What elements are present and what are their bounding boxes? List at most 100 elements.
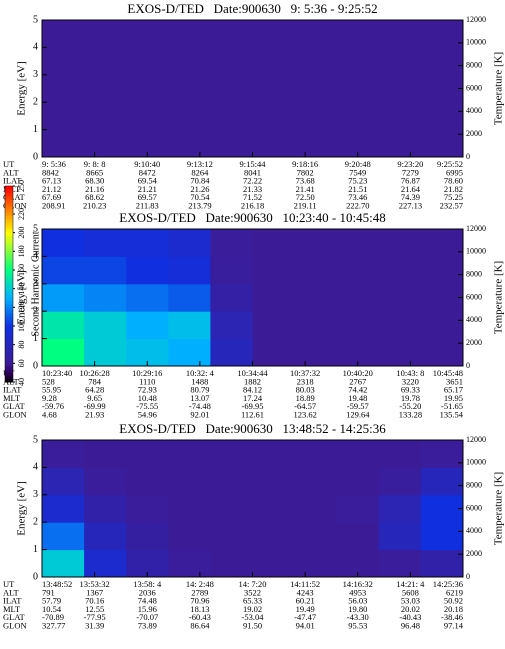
table-cell: 10:34:44 [237, 368, 268, 378]
table-cell: 3220 [402, 376, 419, 386]
colorbar-swatch [5, 248, 13, 252]
heat-cell [378, 494, 422, 523]
table-cell: -59.76 [42, 401, 64, 411]
heat-cell [336, 283, 380, 312]
table-cell: 14:16:32 [343, 579, 373, 589]
table-cell: 12.55 [85, 604, 104, 614]
table-cell: 2767 [349, 376, 366, 386]
colorbar-swatch [5, 274, 13, 278]
table-cell: -69.99 [84, 401, 106, 411]
table-cell: 69.54 [138, 176, 158, 186]
table-cell: 211.83 [136, 200, 159, 210]
heat-cell [84, 256, 127, 285]
table-cell: 75.23 [348, 176, 367, 186]
heat-cell [420, 440, 464, 468]
table-cell: 5608 [402, 587, 419, 597]
colorbar-swatch [5, 277, 13, 282]
colorbar-swatch [5, 326, 13, 331]
table-cell: -43.30 [347, 612, 369, 622]
heat-cell [336, 494, 380, 523]
heat-cell [210, 311, 253, 340]
table-cell: 57.79 [42, 596, 61, 606]
heat-cell [378, 440, 422, 468]
y-tick-label: 5 [33, 223, 38, 234]
colorbar-swatch [5, 208, 13, 213]
table-cell: 67.13 [42, 176, 61, 186]
colorbar-swatch [5, 244, 13, 249]
table-cell: 7549 [349, 167, 366, 177]
table-cell: 68.30 [85, 176, 104, 186]
table-cell: 1110 [139, 376, 155, 386]
table-cell: 74.42 [348, 385, 367, 395]
table-cell: 92.01 [190, 409, 209, 419]
colorbar-swatch [5, 359, 13, 363]
table-cell: 8842 [42, 167, 59, 177]
table-cell: 123.62 [293, 409, 316, 419]
heat-cell [168, 549, 211, 578]
heat-cell [126, 256, 169, 285]
y2-tick-label: 10000 [466, 247, 486, 256]
y2-tick-label: 10000 [466, 38, 486, 47]
table-cell: 6995 [446, 167, 463, 177]
y2-tick-label: 0 [466, 361, 470, 370]
colorbar-swatch [5, 199, 13, 203]
colorbar-tick-label: 180 [17, 245, 26, 257]
table-cell: 72.50 [296, 192, 315, 202]
table-cell: 18.13 [190, 604, 209, 614]
colorbar-swatch [5, 195, 13, 200]
colorbar-tick-label: 80 [17, 341, 26, 349]
heat-cell [420, 522, 464, 551]
heat-cell [42, 20, 464, 158]
y2-tick-label: 0 [466, 152, 470, 161]
table-cell: 94.01 [296, 620, 315, 630]
table-cell: 8041 [244, 167, 261, 177]
row-label: GLON [3, 409, 27, 419]
heat-cell [252, 338, 296, 367]
colorbar-swatch [5, 228, 13, 233]
colorbar-swatch [5, 346, 13, 350]
y2-tick-label: 6000 [466, 503, 482, 512]
y2-tick-label: 12000 [466, 224, 486, 233]
colorbar-swatch [5, 280, 13, 285]
y-tick-label: 4 [33, 251, 38, 262]
y2-axis-label: Temperature [K] [493, 52, 505, 125]
colorbar-swatch [5, 368, 13, 373]
y-axis-label: Energy [eV] [16, 270, 28, 324]
table-cell: 7802 [297, 167, 314, 177]
row-label: UT [3, 159, 15, 169]
table-cell: 9:25:52 [437, 159, 463, 169]
table-cell: 112.61 [241, 409, 264, 419]
colorbar-swatch [5, 192, 13, 197]
table-cell: 14: 2:48 [186, 579, 214, 589]
heat-cell [210, 338, 253, 367]
table-cell: 21.41 [296, 184, 315, 194]
table-cell: 18.89 [296, 393, 315, 403]
heat-cell [42, 256, 85, 285]
table-cell: 2036 [139, 587, 156, 597]
y2-tick-label: 0 [466, 572, 470, 581]
table-cell: -38.46 [441, 612, 463, 622]
table-cell: -70.07 [136, 612, 158, 622]
table-cell: 227.13 [399, 200, 422, 210]
heat-cell [126, 283, 169, 312]
table-cell: -69.95 [242, 401, 264, 411]
row-label: ALT [3, 587, 20, 597]
colorbar-swatch [5, 215, 13, 220]
colorbar-swatch [5, 319, 13, 324]
table-cell: 791 [42, 587, 55, 597]
heat-cell [210, 494, 253, 523]
colorbar-tick-label: 220 [17, 208, 26, 220]
heat-cell [420, 311, 464, 340]
table-cell: 68.62 [85, 192, 104, 202]
heat-cell [126, 467, 169, 496]
heat-cell [42, 549, 85, 578]
heat-cell [378, 467, 422, 496]
heat-cell [210, 256, 253, 285]
y2-tick-label: 4000 [466, 526, 482, 535]
colorbar-swatch [5, 267, 13, 272]
heat-cell [294, 549, 338, 578]
table-cell: 70.96 [190, 596, 209, 606]
heat-cell [378, 549, 422, 578]
colorbar-swatch [5, 352, 13, 357]
